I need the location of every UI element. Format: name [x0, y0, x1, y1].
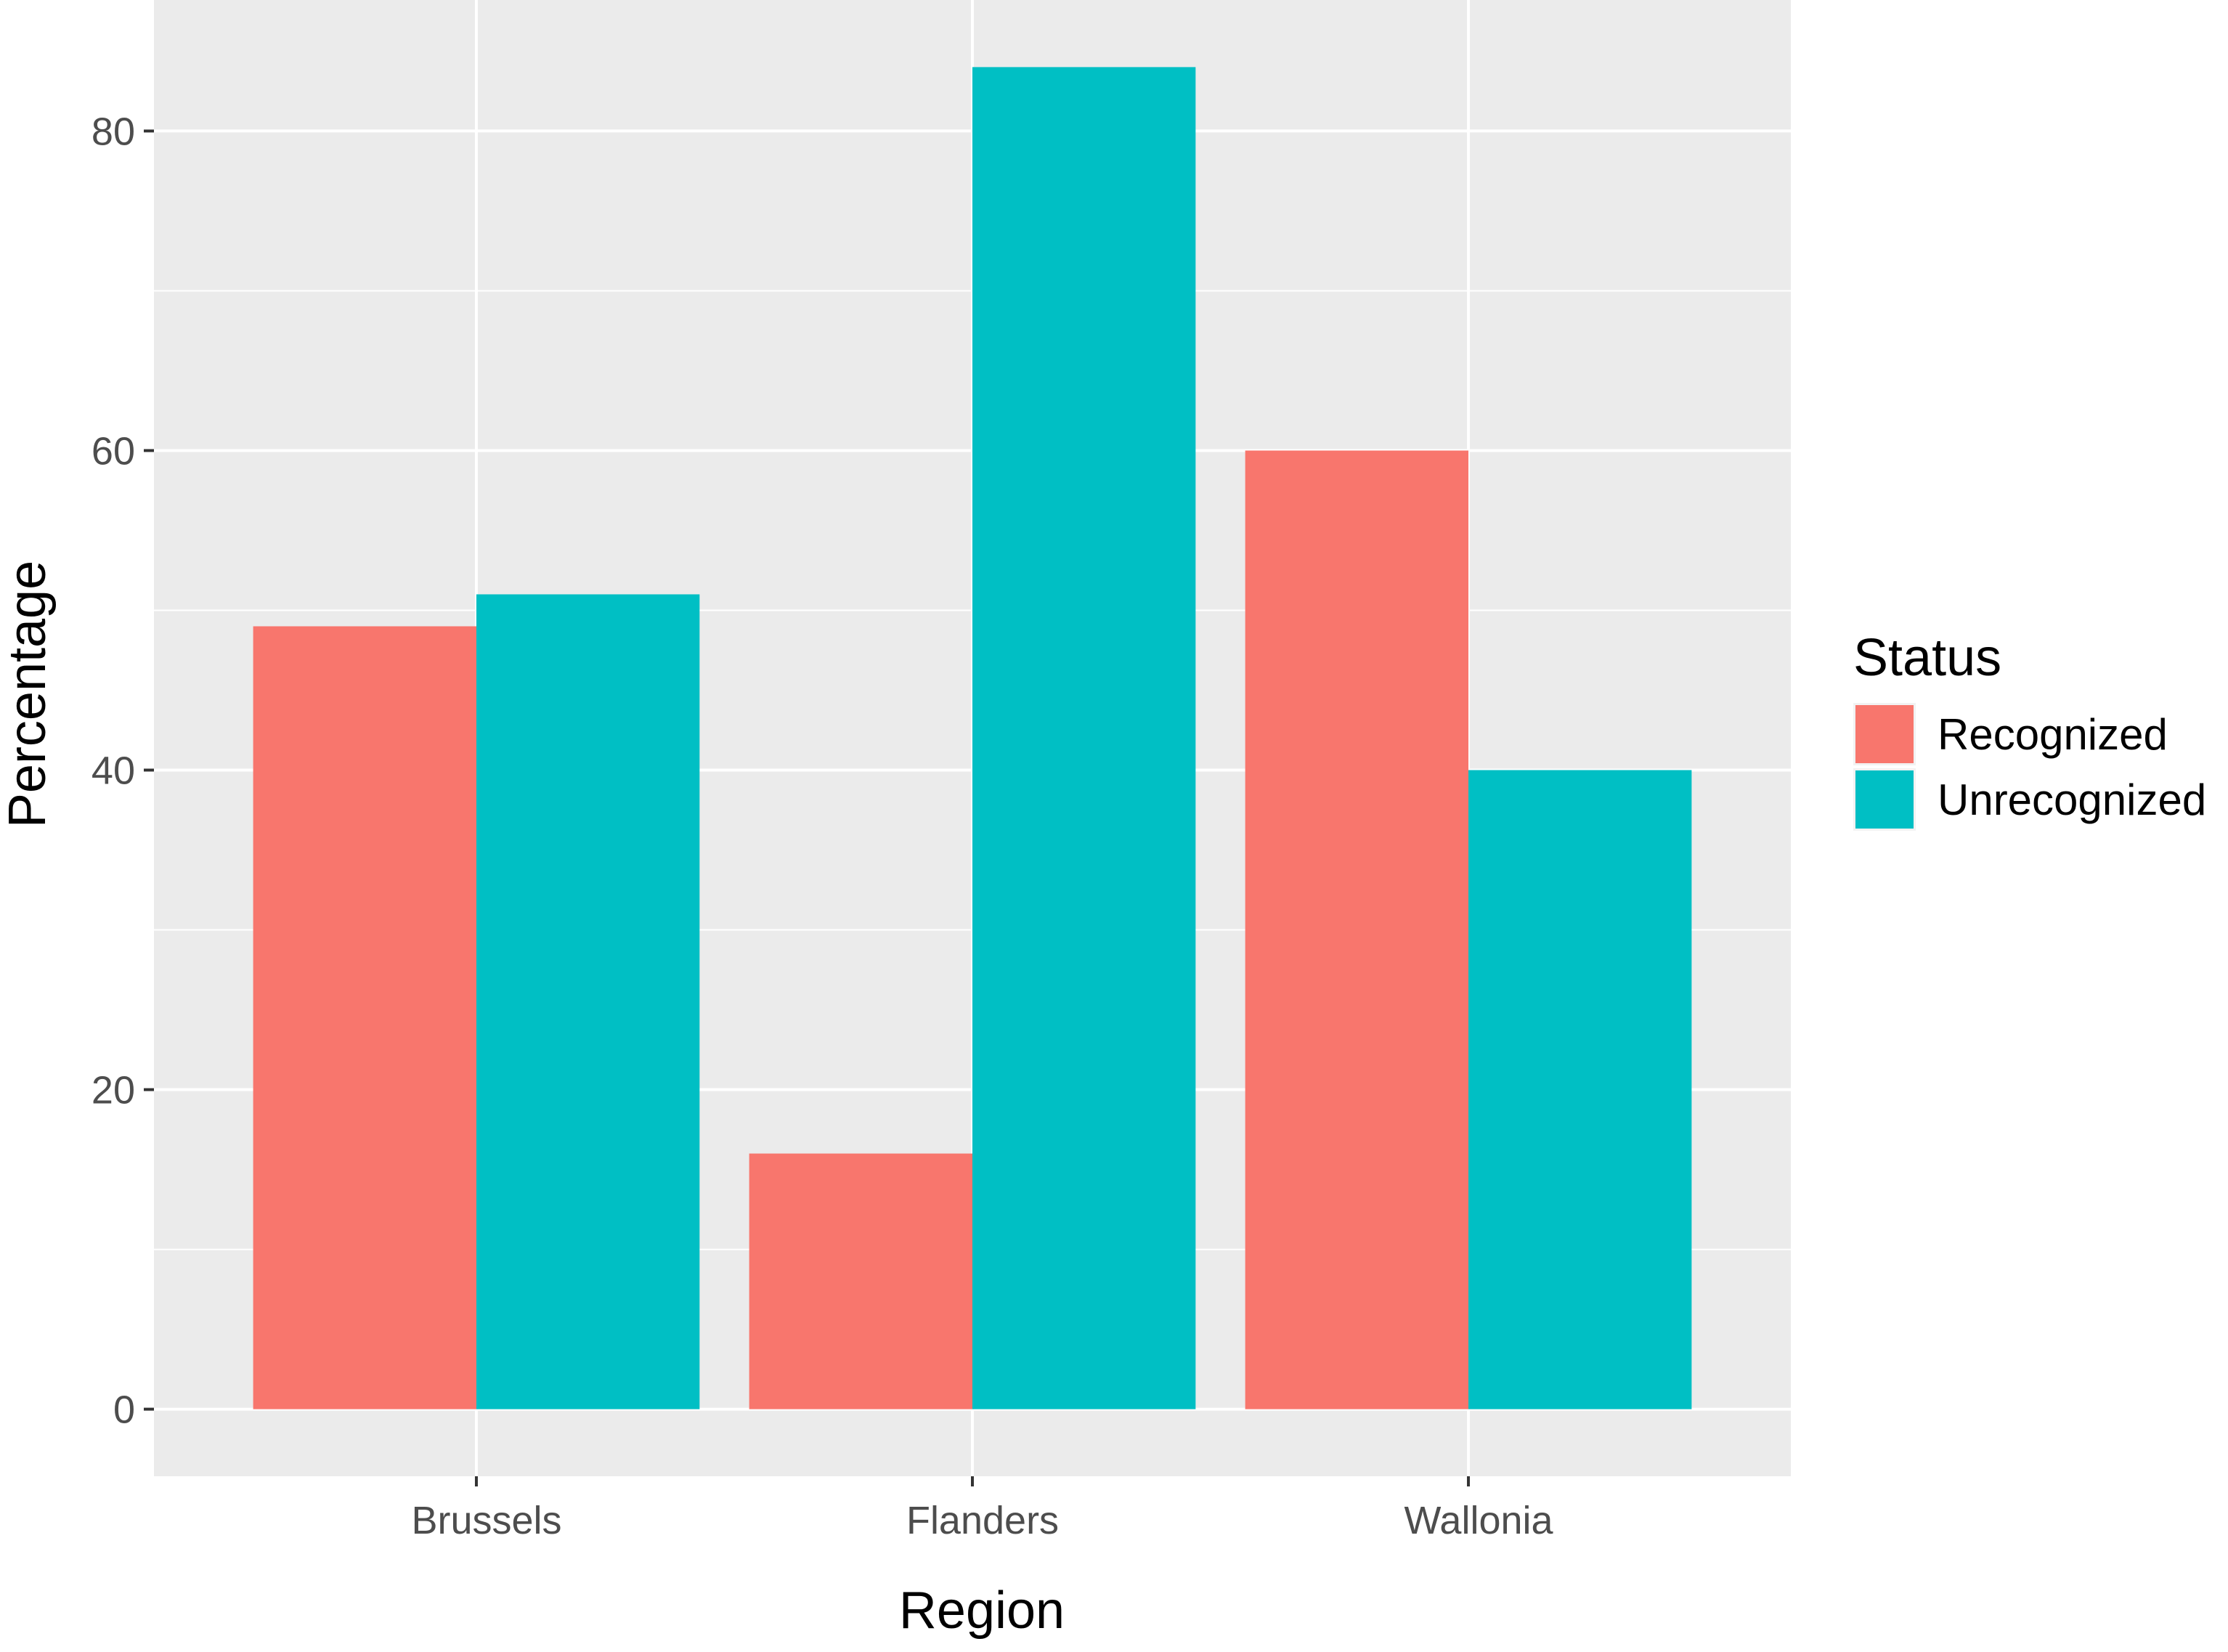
y-axis-title: Percentage: [0, 561, 57, 828]
bar-unrecognized-brussels: [476, 594, 700, 1409]
y-tick-label: 80: [92, 110, 135, 153]
axes: 0 20 40 60 80 Brussels Flanders Wallonia: [92, 110, 1554, 1542]
bar-recognized-flanders: [749, 1153, 972, 1409]
legend-label-unrecognized: Unrecognized: [1938, 776, 2206, 824]
bars: [253, 67, 1692, 1409]
legend-label-recognized: Recognized: [1938, 710, 2168, 759]
legend-swatch-unrecognized: [1855, 770, 1914, 829]
x-axis-title: Region: [899, 1582, 1065, 1640]
legend: Status Recognized Unrecognized: [1853, 629, 2206, 831]
x-tick-label-brussels: Brussels: [411, 1499, 561, 1542]
legend-swatch-recognized: [1855, 705, 1914, 763]
y-tick-label: 60: [92, 429, 135, 473]
x-tick-label-flanders: Flanders: [906, 1499, 1059, 1542]
bar-unrecognized-flanders: [972, 67, 1196, 1409]
legend-title: Status: [1853, 629, 2001, 687]
bar-recognized-wallonia: [1245, 450, 1469, 1409]
legend-items: Recognized Unrecognized: [1853, 703, 2206, 831]
bar-unrecognized-wallonia: [1468, 770, 1692, 1409]
y-tick-label: 40: [92, 749, 135, 793]
y-tick-label: 0: [113, 1388, 135, 1432]
bar-recognized-brussels: [253, 626, 476, 1409]
y-tick-label: 20: [92, 1069, 135, 1112]
x-tick-label-wallonia: Wallonia: [1404, 1499, 1553, 1542]
